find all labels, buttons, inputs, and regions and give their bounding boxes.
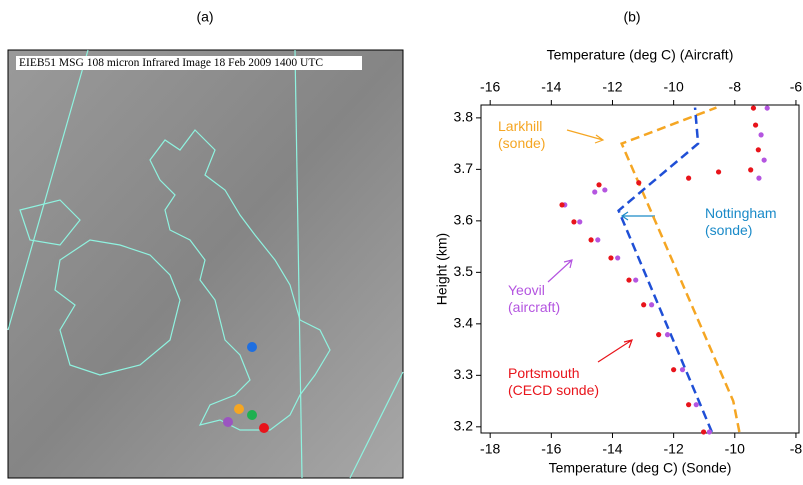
data-point [656,332,662,338]
y-tick-label: 3.2 [454,418,474,434]
series-label: Yeovil (aircraft) [508,282,561,315]
satellite-image [7,49,404,479]
x-tick-label: -12 [664,441,684,457]
data-point [602,187,608,193]
data-point [752,122,759,128]
y-tick-label: 3.5 [454,263,474,279]
data-point [755,147,761,153]
x2-tick-label: -12 [602,79,622,95]
x2-tick-label: -8 [729,79,742,95]
panel-label: (a) [196,9,213,25]
x2-tick-label: -10 [664,79,684,95]
x-tick-label: -18 [480,441,500,457]
data-point [758,132,764,138]
data-point [686,175,692,181]
x2-tick-label: -6 [790,79,803,95]
data-point [706,429,713,435]
data-point [679,367,686,373]
data-point [592,189,598,195]
annotation-arrows [547,129,655,363]
y-tick-label: 3.3 [454,366,474,382]
data-point [671,367,677,373]
x-tick-label: -14 [602,441,622,457]
x2-tick-label: -16 [480,79,500,95]
data-point [608,255,614,261]
x-axis-title: Temperature (deg C) (Sonde) [549,460,732,476]
plot-frame [480,104,800,434]
data-point [588,237,594,243]
panel-label: (b) [623,9,640,25]
data-point [633,277,639,283]
x2-axis-title: Temperature (deg C) (Aircraft) [547,47,734,63]
y-tick-label: 3.6 [454,212,474,228]
data-point [750,105,757,111]
data-point [764,105,770,111]
y-tick-label: 3.4 [454,315,474,331]
y-tick-label: 3.8 [454,109,474,125]
data-point [636,180,642,186]
data-point [626,277,632,283]
x-tick-label: -8 [790,441,803,457]
y-axis-title: Height (km) [434,233,450,305]
data-point [649,302,655,308]
data-point [686,402,692,408]
data-point [559,202,565,208]
data-point [748,167,754,173]
data-point [596,182,602,188]
data-point [701,429,707,435]
data-point [595,237,601,243]
sonde-line [617,107,714,433]
y-tick-label: 3.7 [454,160,474,176]
data-point [664,332,671,338]
x2-tick-label: -14 [541,79,561,95]
data-point [693,402,699,408]
data-point [641,302,647,308]
data-point [577,219,583,225]
series-label: Portsmouth (CECD sonde) [508,365,600,398]
data-point [715,169,722,175]
data-point [756,175,762,181]
x-tick-label: -16 [541,441,561,457]
x-tick-label: -10 [725,441,745,457]
data-point [615,255,621,261]
series-label: Larkhill (sonde) [498,118,546,151]
series-label: Nottingham (sonde) [705,205,777,238]
data-point [571,219,577,225]
data-point [761,157,767,163]
sonde-line [619,106,741,433]
image-caption: EIEB51 MSG 108 micron Infrared Image 18 … [16,56,362,70]
